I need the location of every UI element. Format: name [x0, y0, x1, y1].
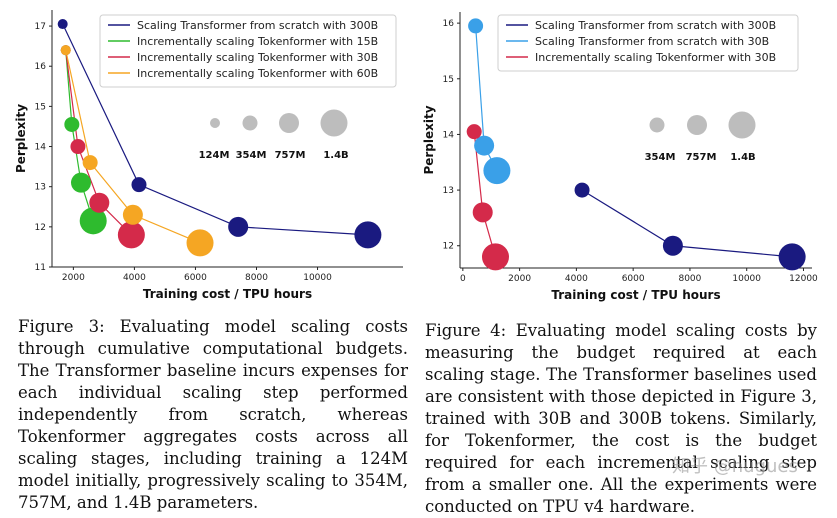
y-tick-label: 13 — [443, 186, 454, 196]
data-point — [354, 221, 382, 249]
figure4-chart: 0 2000 4000 6000 8000 10000 12000 12 13 14 15 16 Tra… — [422, 12, 818, 302]
size-legend-marker — [210, 118, 220, 128]
data-point — [474, 135, 495, 156]
x-tick-label: 2000 — [508, 274, 531, 284]
y-tick-label: 12 — [35, 223, 46, 233]
x-tick-label: 2000 — [62, 273, 85, 283]
series-line — [65, 50, 132, 236]
legend-box — [99, 14, 397, 88]
x-tick-label: 10000 — [303, 273, 332, 283]
legend-label: Incrementally scaling Tokenformer with 1… — [137, 35, 378, 48]
data-point — [70, 139, 86, 155]
data-point — [481, 243, 509, 271]
legend-label: Incrementally scaling Tokenformer with 6… — [137, 67, 378, 80]
size-legend-marker — [279, 113, 299, 133]
y-tick-label: 15 — [35, 102, 46, 112]
size-legend-label: 1.4B — [730, 152, 755, 163]
y-tick-label: 15 — [443, 75, 454, 85]
x-tick-label: 0 — [460, 274, 466, 284]
figure3-chart: 2000 4000 6000 8000 10000 11 12 13 14 15 16 17 Train… — [14, 10, 403, 301]
data-point — [60, 45, 71, 56]
data-point — [79, 207, 107, 235]
data-point — [117, 221, 145, 249]
legend-label: Scaling Transformer from scratch with 30… — [137, 19, 378, 32]
x-tick-label: 6000 — [622, 274, 645, 284]
x-tick-label: 10000 — [732, 274, 761, 284]
x-axis-label: Training cost / TPU hours — [551, 288, 720, 302]
series-line — [581, 189, 793, 258]
legend-label: Scaling Transformer from scratch with 30… — [535, 19, 776, 32]
data-point — [662, 235, 683, 256]
data-point — [57, 19, 68, 30]
data-point — [89, 192, 110, 213]
size-legend-marker — [728, 111, 756, 139]
y-tick-label: 16 — [35, 62, 47, 72]
y-tick-label: 13 — [35, 183, 46, 193]
data-point — [483, 157, 511, 185]
series-line — [62, 23, 368, 236]
x-tick-label: 8000 — [245, 273, 268, 283]
x-axis-label: Training cost / TPU hours — [143, 287, 312, 301]
y-tick-label: 16 — [443, 19, 455, 29]
size-legend-label: 757M — [275, 150, 306, 161]
size-legend-label: 1.4B — [323, 150, 348, 161]
legend-label: Incrementally scaling Tokenformer with 3… — [137, 51, 378, 64]
data-point — [472, 202, 493, 223]
data-point — [466, 124, 482, 140]
watermark: 知乎 @hugues — [672, 456, 798, 477]
data-point — [122, 204, 143, 225]
data-point — [82, 155, 98, 171]
size-legend-label: 124M — [199, 150, 230, 161]
figure4-caption: Figure 4: Evaluating model scaling costs… — [425, 321, 817, 516]
figure3-caption: Figure 3: Evaluating model scaling costs… — [18, 317, 408, 512]
x-tick-label: 6000 — [184, 273, 207, 283]
series-line — [65, 50, 201, 244]
y-tick-label: 12 — [443, 242, 454, 252]
size-legend-label: 354M — [236, 150, 267, 161]
y-tick-label: 14 — [35, 143, 47, 153]
x-tick-label: 4000 — [123, 273, 146, 283]
legend-label: Scaling Transformer from scratch with 30… — [535, 35, 769, 48]
legend-box — [497, 14, 799, 72]
x-tick-label: 8000 — [678, 274, 701, 284]
data-point — [64, 116, 80, 132]
size-legend-label: 757M — [686, 152, 717, 163]
data-point — [778, 243, 806, 271]
data-point — [186, 229, 214, 257]
y-tick-label: 14 — [443, 130, 455, 140]
series-line — [65, 50, 94, 222]
size-legend-marker — [320, 109, 348, 137]
data-point — [131, 177, 147, 193]
x-tick-label: 4000 — [565, 274, 588, 284]
size-legend-marker — [687, 115, 707, 135]
x-tick-label: 12000 — [789, 274, 818, 284]
size-legend-marker — [649, 117, 665, 133]
legend-label: Incrementally scaling Tokenformer with 3… — [535, 51, 776, 64]
data-point — [468, 18, 484, 34]
y-axis-label: Perplexity — [14, 104, 28, 173]
size-legend-marker — [242, 115, 258, 131]
data-point — [70, 172, 91, 193]
y-tick-label: 17 — [35, 22, 46, 32]
y-axis-label: Perplexity — [422, 105, 436, 174]
data-point — [228, 216, 249, 237]
y-tick-label: 11 — [35, 263, 46, 273]
data-point — [574, 182, 590, 198]
size-legend-label: 354M — [645, 152, 676, 163]
